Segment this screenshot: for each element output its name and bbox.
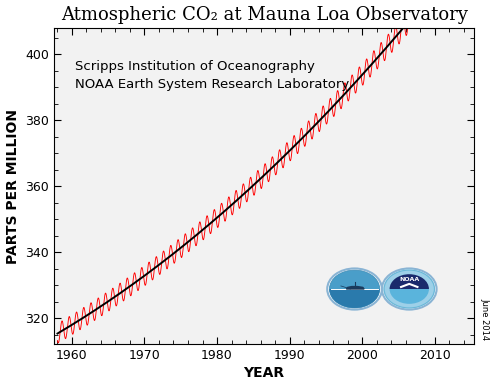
Title: Atmospheric CO₂ at Mauna Loa Observatory: Atmospheric CO₂ at Mauna Loa Observatory (60, 5, 468, 24)
Circle shape (382, 268, 436, 310)
Text: June 2014: June 2014 (480, 298, 490, 340)
Wedge shape (390, 289, 429, 304)
Y-axis label: PARTS PER MILLION: PARTS PER MILLION (6, 108, 20, 264)
Text: Scripps Institution of Oceanography
NOAA Earth System Research Laboratory: Scripps Institution of Oceanography NOAA… (75, 59, 349, 91)
Circle shape (384, 269, 435, 308)
Wedge shape (390, 274, 429, 289)
X-axis label: YEAR: YEAR (244, 366, 284, 381)
Wedge shape (330, 289, 380, 308)
Circle shape (330, 270, 380, 308)
Circle shape (327, 268, 382, 310)
Text: NOAA: NOAA (399, 277, 419, 282)
Polygon shape (346, 286, 364, 289)
